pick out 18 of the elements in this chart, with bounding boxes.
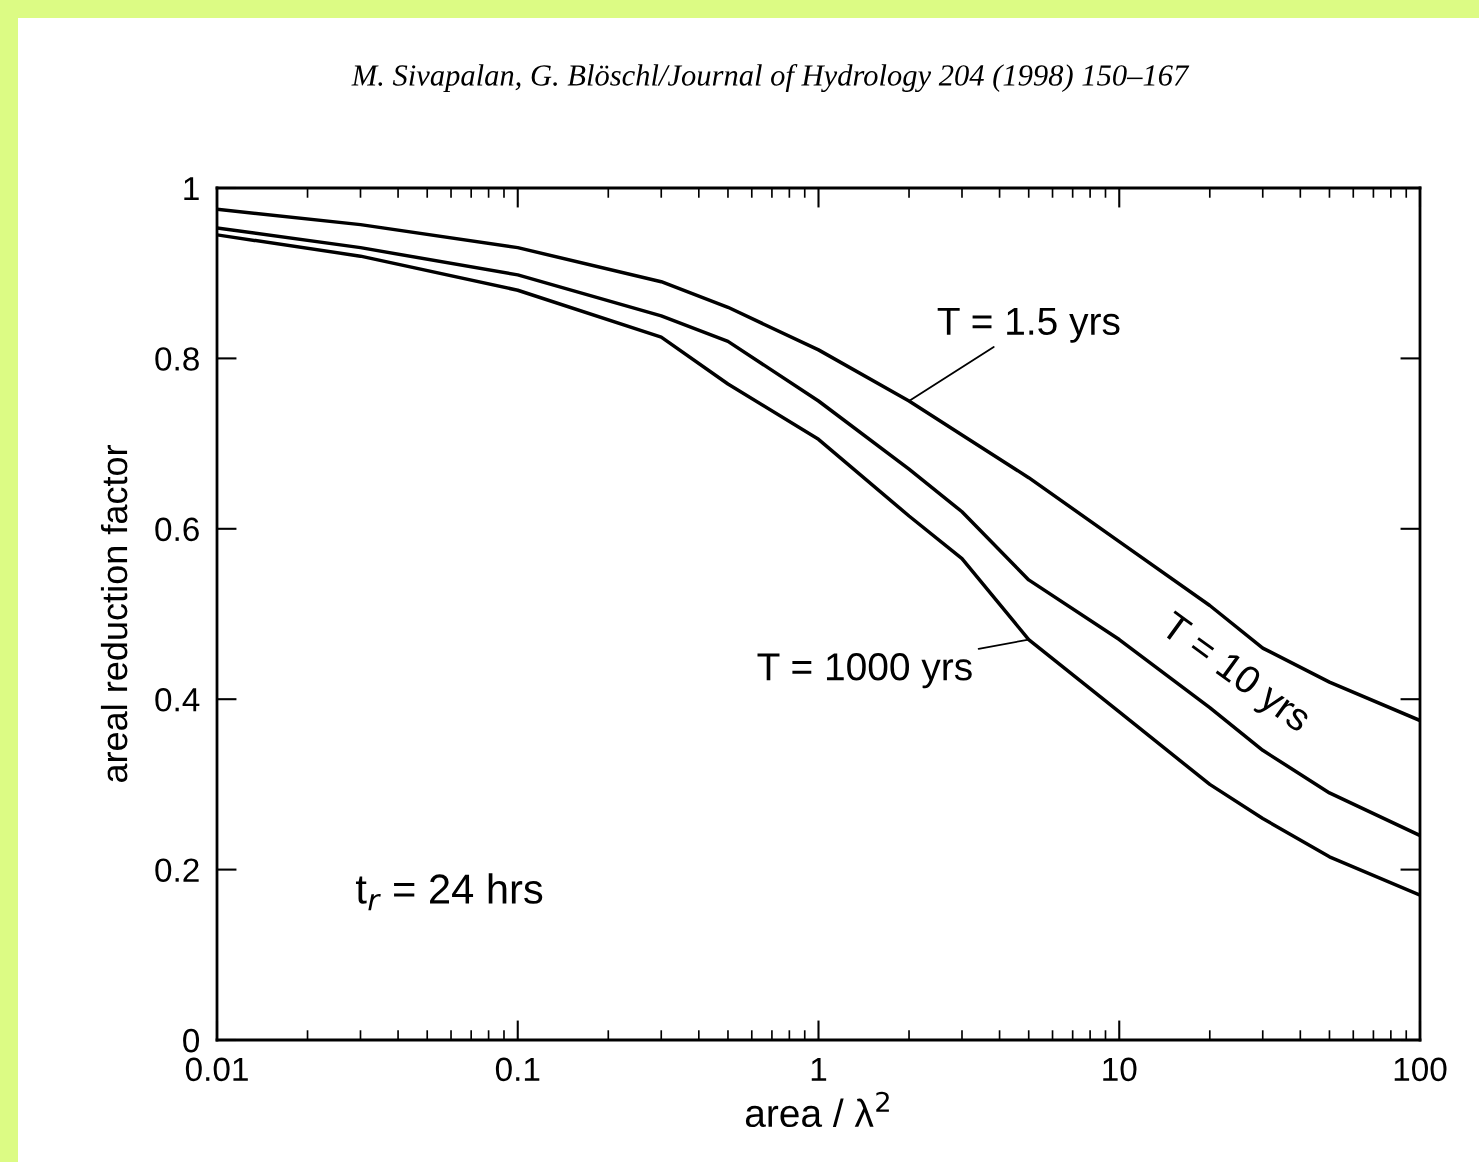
y-tick-label: 0.2 — [155, 858, 199, 883]
y-tick-label: 0 — [183, 1028, 200, 1053]
annotation: t$_{r}$ = 24 hrs — [355, 873, 543, 911]
y-tick-label: 1 — [184, 177, 199, 201]
x-tick-label: 10 — [1103, 1057, 1137, 1082]
legend-label: T = 1000 yrs — [757, 653, 972, 689]
x-tick-label: 0.01 — [185, 1057, 248, 1082]
x-axis-title: area / λ$^{2}$ — [745, 1091, 889, 1128]
y-tick-label: 0.8 — [155, 347, 199, 371]
x-tick-label: 0.1 — [495, 1057, 540, 1082]
y-axis-title: areal reduction factor — [100, 444, 128, 783]
text: M. Sivapalan, G. Blöschl/Journal of Hydrology 204 (1998) 150–167 — [351, 63, 1190, 93]
x-tick-label: 1 — [811, 1057, 827, 1081]
text: T = 10 yrs — [1154, 610, 1314, 740]
series-label: T = 1.5 yrs — [937, 307, 1120, 343]
y-tick-label: 0.4 — [155, 688, 200, 712]
y-tick-label: 0.6 — [155, 517, 199, 542]
x-tick-label: 100 — [1394, 1057, 1447, 1082]
